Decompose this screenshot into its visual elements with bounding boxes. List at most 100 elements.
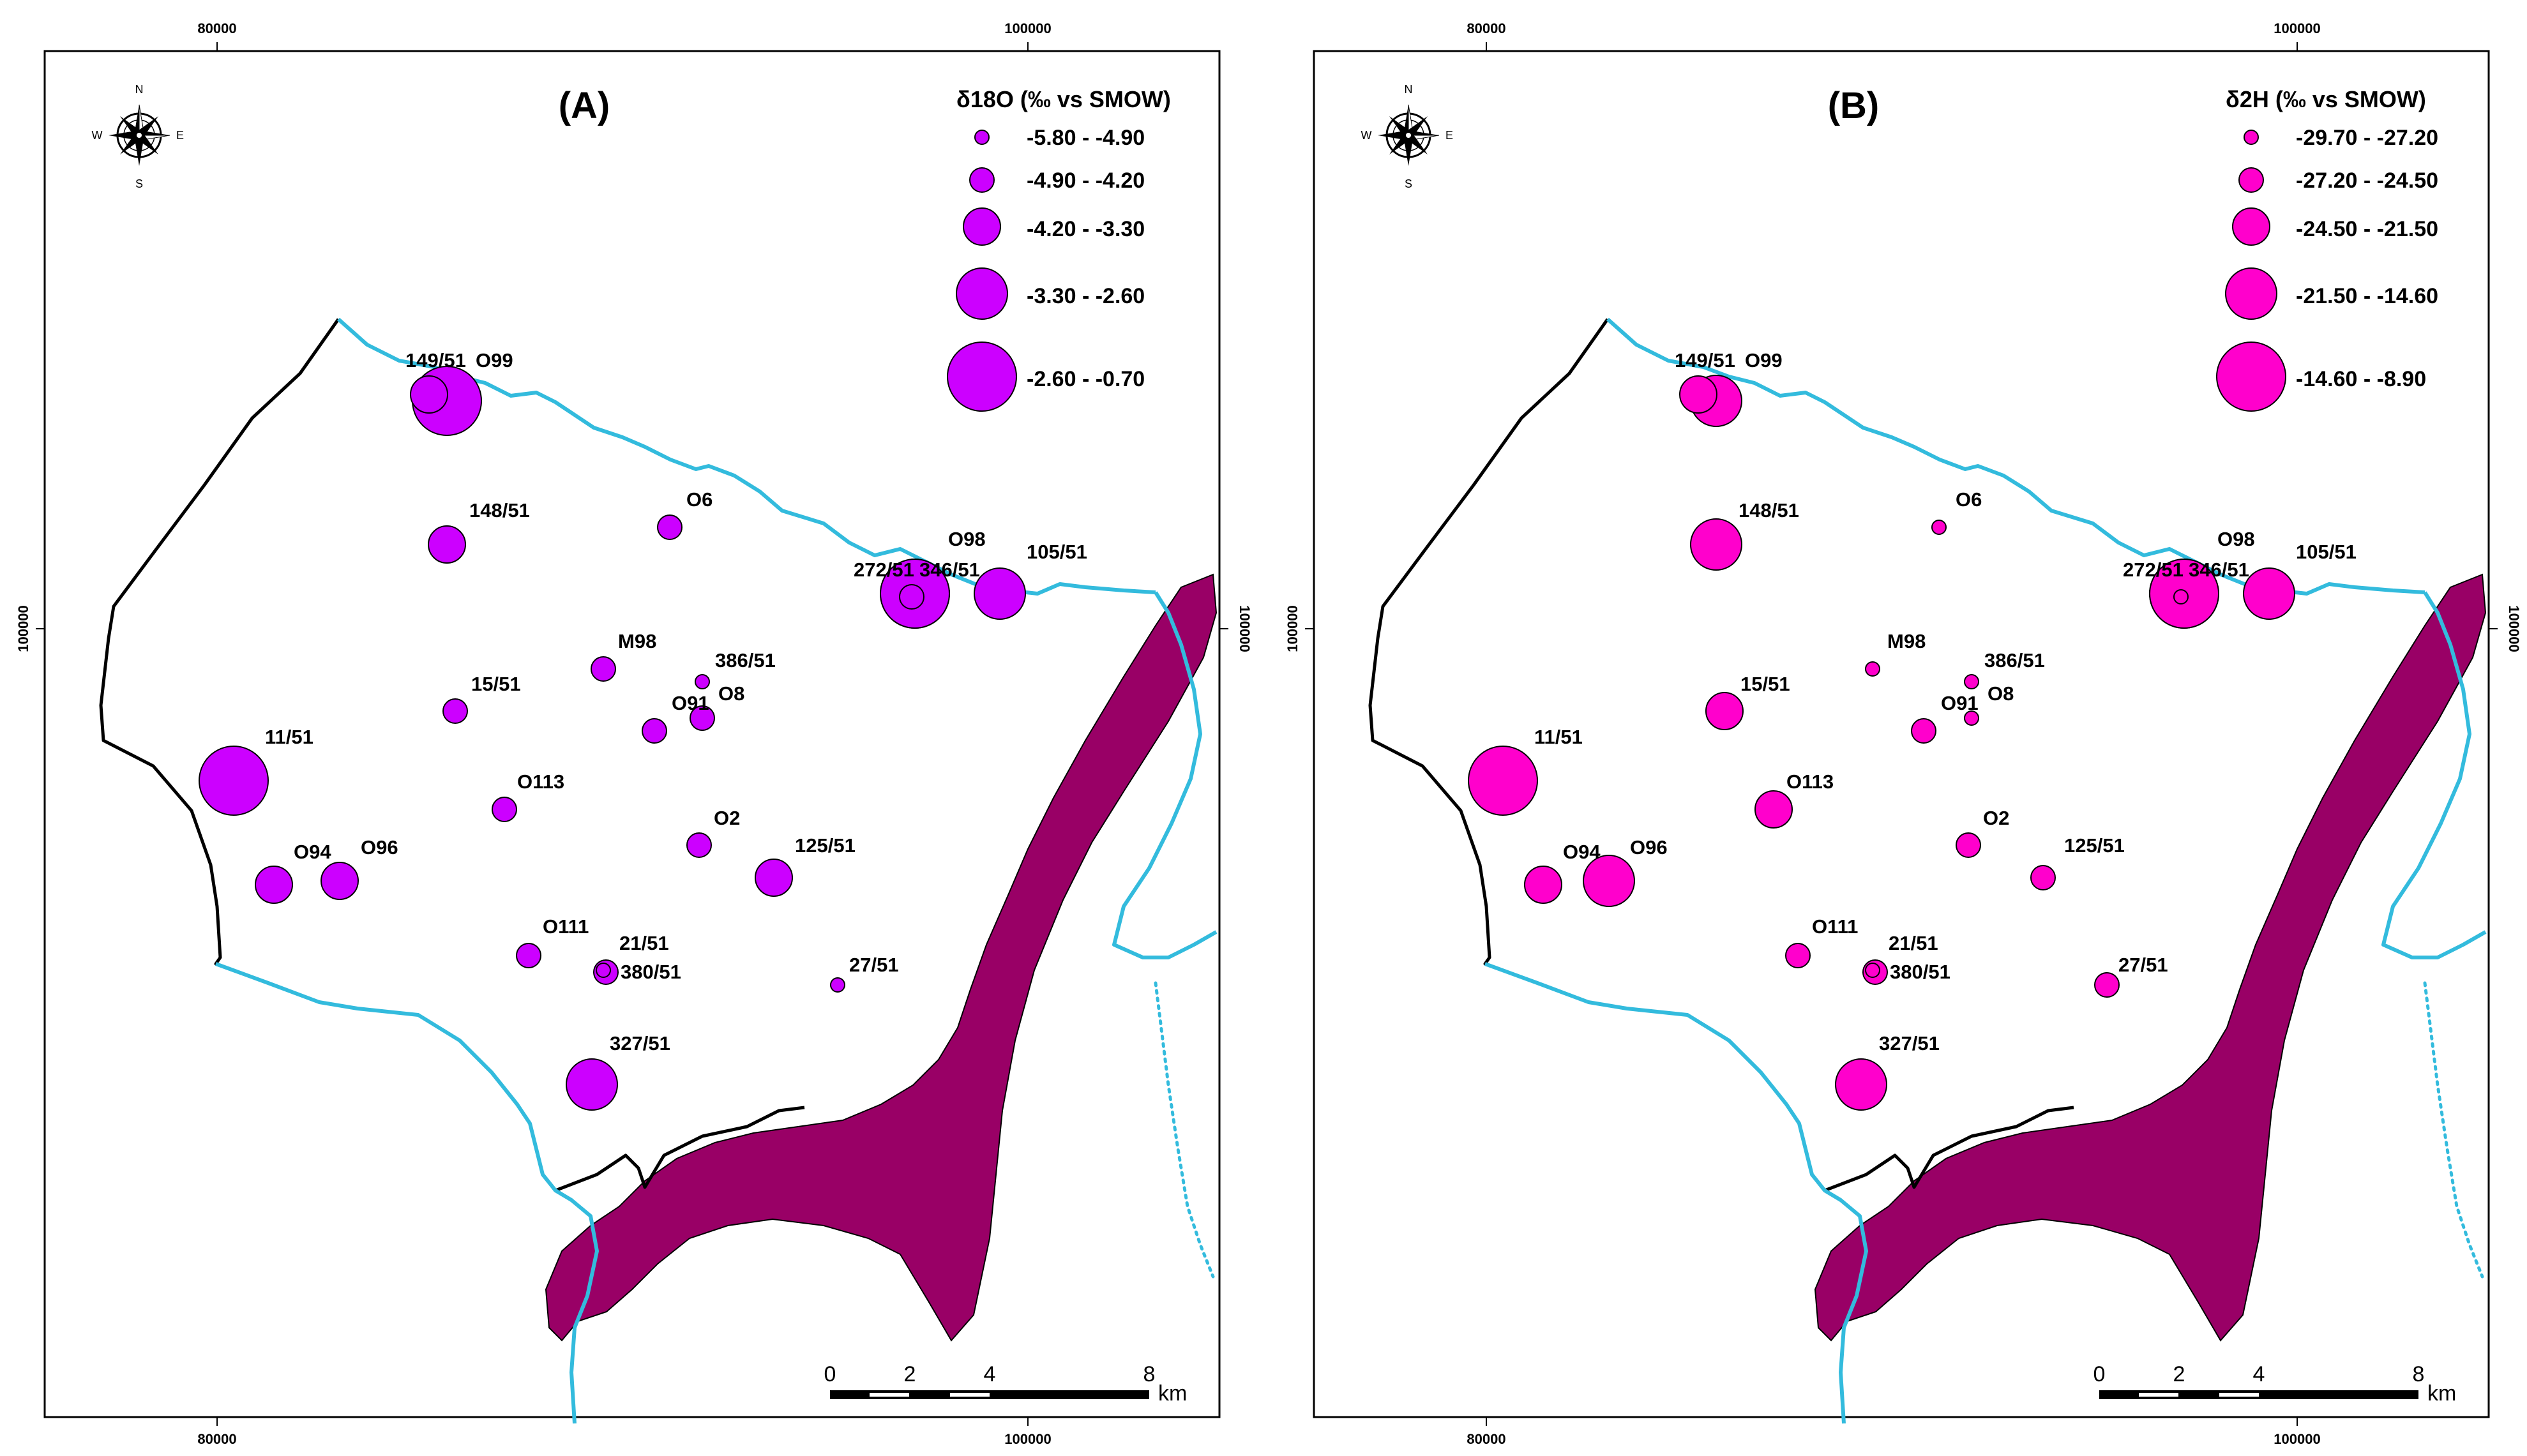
site-symbol bbox=[1468, 746, 1538, 816]
legend-label: -14.60 - -8.90 bbox=[2296, 367, 2426, 391]
site-label: M98 bbox=[1887, 630, 1926, 652]
scale-bar-label: 4 bbox=[984, 1362, 996, 1386]
x-tick-label-bottom: 80000 bbox=[197, 1431, 236, 1447]
legend-symbol bbox=[969, 167, 995, 193]
scale-bar-segment bbox=[2139, 1393, 2178, 1397]
site-symbol bbox=[566, 1058, 618, 1111]
legend-symbol bbox=[2238, 167, 2264, 193]
scale-bar-label: 8 bbox=[1143, 1362, 1156, 1386]
legend-label: -21.50 - -14.60 bbox=[2296, 284, 2438, 308]
compass-e: E bbox=[1445, 129, 1453, 142]
site-label: O91 bbox=[672, 692, 709, 714]
compass-w: W bbox=[92, 129, 103, 142]
x-tick-label-bottom: 100000 bbox=[1004, 1431, 1051, 1447]
site-label: 149/51 bbox=[405, 349, 466, 372]
legend-label: -5.80 - -4.90 bbox=[1027, 126, 1145, 150]
site-label: O111 bbox=[1812, 915, 1858, 938]
site-label: O96 bbox=[361, 836, 398, 859]
x-tick-label-top: 100000 bbox=[1004, 20, 1051, 36]
legend-title: δ2H (‰ vs SMOW) bbox=[2226, 86, 2426, 112]
site-label: O98 bbox=[948, 528, 986, 550]
scale-bar-label: 8 bbox=[2413, 1362, 2425, 1386]
site-label: 105/51 bbox=[1027, 541, 1087, 563]
map-title: (A) bbox=[559, 85, 610, 126]
site-label: 11/51 bbox=[1534, 726, 1583, 748]
y-tick-label-left: 100000 bbox=[1285, 605, 1301, 652]
site-label: 386/51 bbox=[715, 649, 776, 672]
site-symbol bbox=[442, 698, 468, 724]
site-label: 346/51 bbox=[919, 559, 980, 581]
legend-label: -27.20 - -24.50 bbox=[2296, 169, 2438, 193]
site-symbol bbox=[2173, 589, 2189, 604]
scale-bar-label: 2 bbox=[2173, 1362, 2185, 1386]
site-label: M98 bbox=[618, 630, 656, 652]
site-label: 105/51 bbox=[2296, 541, 2357, 563]
map-frame bbox=[43, 50, 1221, 1418]
scale-bar-segment bbox=[950, 1393, 990, 1397]
site-symbol bbox=[755, 859, 793, 897]
site-label: 380/51 bbox=[621, 961, 681, 983]
site-symbol bbox=[321, 862, 359, 900]
site-label: O8 bbox=[1988, 682, 2014, 705]
site-symbol bbox=[1956, 832, 1981, 858]
site-symbol bbox=[2243, 567, 2295, 620]
site-symbol bbox=[1679, 375, 1717, 414]
site-symbol bbox=[899, 584, 924, 610]
site-label: 386/51 bbox=[1984, 649, 2045, 672]
legend-label: -3.30 - -2.60 bbox=[1027, 284, 1145, 308]
scale-bar-label: 4 bbox=[2253, 1362, 2265, 1386]
compass-s: S bbox=[1405, 177, 1412, 190]
legend-label: -24.50 - -21.50 bbox=[2296, 217, 2438, 241]
site-label: O98 bbox=[2217, 528, 2255, 550]
site-symbol bbox=[1583, 855, 1635, 907]
site-symbol bbox=[428, 525, 466, 564]
compass-w: W bbox=[1361, 129, 1372, 142]
site-label: O99 bbox=[476, 349, 513, 372]
site-label: 148/51 bbox=[469, 499, 530, 522]
compass-s: S bbox=[135, 177, 143, 190]
site-symbol bbox=[1690, 518, 1742, 571]
y-tick-label-right: 100000 bbox=[1237, 605, 1253, 652]
map-frame bbox=[1313, 50, 2490, 1418]
site-symbol bbox=[657, 514, 683, 540]
site-symbol bbox=[1911, 718, 1936, 744]
site-label: O96 bbox=[1630, 836, 1668, 859]
site-label: O6 bbox=[686, 488, 713, 511]
site-label: O113 bbox=[1786, 770, 1834, 793]
map-panel-b: 80000 80000 100000 100000 100000 100000 N S E W (B… bbox=[1285, 20, 2522, 1447]
site-label: 327/51 bbox=[1879, 1032, 1940, 1054]
site-label: 272/51 bbox=[854, 559, 914, 581]
x-tick-label-top: 80000 bbox=[1467, 20, 1505, 36]
legend-symbol bbox=[2216, 341, 2286, 412]
site-label: 15/51 bbox=[1740, 673, 1790, 695]
site-symbol bbox=[199, 746, 269, 816]
site-label: 272/51 bbox=[2123, 559, 2184, 581]
legend-title: δ18O (‰ vs SMOW) bbox=[956, 86, 1171, 112]
site-symbol bbox=[1865, 963, 1880, 978]
site-label: O113 bbox=[517, 770, 564, 793]
site-symbol bbox=[690, 705, 715, 731]
site-symbol bbox=[1785, 943, 1811, 968]
site-symbol bbox=[1931, 520, 1947, 535]
scale-bar-label: 0 bbox=[2093, 1362, 2106, 1386]
legend-symbol bbox=[956, 267, 1008, 320]
site-label: 125/51 bbox=[2064, 834, 2125, 857]
scale-bar-segment bbox=[870, 1393, 909, 1397]
site-label: 21/51 bbox=[1889, 932, 1938, 954]
legend-symbol bbox=[947, 341, 1017, 412]
map-title: (B) bbox=[1828, 85, 1880, 126]
legend-label: -4.90 - -4.20 bbox=[1027, 169, 1145, 193]
x-tick-label-bottom: 80000 bbox=[1467, 1431, 1505, 1447]
legend-label: -29.70 - -27.20 bbox=[2296, 126, 2438, 150]
x-tick-label-top: 100000 bbox=[2274, 20, 2320, 36]
site-label: O2 bbox=[714, 807, 740, 829]
site-symbol bbox=[1964, 710, 1979, 726]
scale-bar-unit: km bbox=[2427, 1381, 2456, 1406]
site-symbol bbox=[1964, 674, 1979, 689]
site-symbol bbox=[830, 977, 845, 993]
site-label: O111 bbox=[543, 915, 589, 938]
site-symbol bbox=[516, 943, 541, 968]
site-label: O99 bbox=[1745, 349, 1783, 372]
site-label: O6 bbox=[1956, 488, 1982, 511]
site-symbol bbox=[596, 963, 611, 978]
